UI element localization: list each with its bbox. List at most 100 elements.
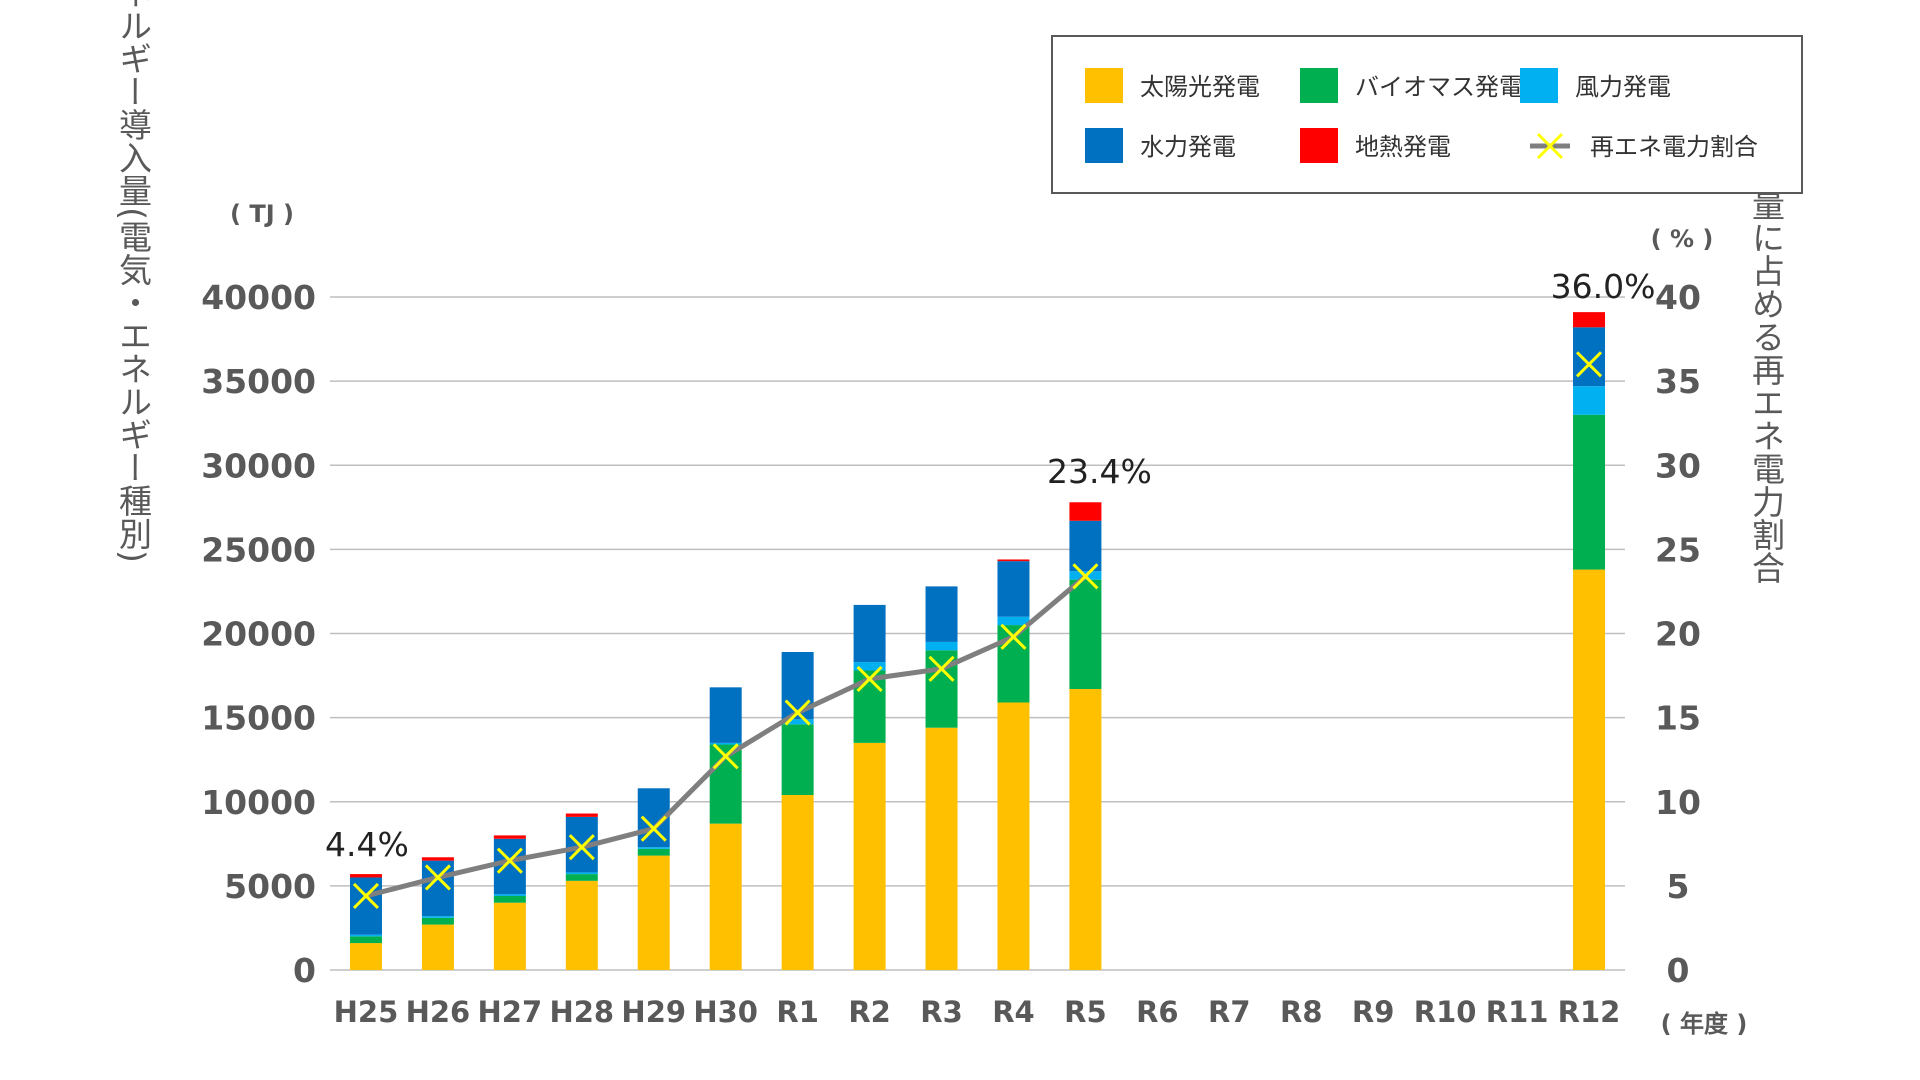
x-tick-label: R10 — [1414, 995, 1477, 1029]
x-tick-label: R1 — [776, 995, 819, 1029]
bar-segment — [421, 924, 454, 970]
legend-swatch — [1085, 128, 1123, 163]
left-tick-label: 20000 — [201, 615, 316, 654]
bar-segment — [349, 943, 382, 970]
bar-segment — [925, 641, 958, 651]
bar-segment — [421, 917, 454, 925]
bar-segment — [1573, 569, 1606, 970]
ratio-marker — [1000, 623, 1027, 650]
left-axis-unit: ( TJ ) — [230, 200, 294, 228]
x-tick-label: R12 — [1558, 995, 1621, 1029]
bar-segment — [853, 662, 886, 671]
bar-segment — [493, 895, 526, 903]
right-axis-ticks: 0 5 10 15 20 25 30 35 40 — [1655, 278, 1701, 990]
x-tick-label: H25 — [334, 995, 399, 1029]
left-tick-label: 5000 — [224, 867, 316, 906]
ratio-marker — [640, 815, 667, 842]
bar-segment — [1069, 502, 1102, 521]
x-tick-label: H29 — [621, 995, 686, 1029]
bar-segment — [1573, 312, 1606, 328]
x-tick-label: R7 — [1208, 995, 1251, 1029]
x-tick-label: R6 — [1136, 995, 1179, 1029]
ratio-marker — [712, 743, 739, 770]
legend-label: 水力発電 — [1140, 133, 1236, 161]
bar-segment — [709, 742, 742, 745]
bar-segment — [997, 561, 1030, 617]
left-axis-label: 再生可能エネルギー導入量(電気・エネルギー種別) — [114, 0, 153, 563]
legend-label: バイオマス発電 — [1355, 73, 1523, 101]
legend-swatch — [1300, 68, 1338, 103]
bar-segment — [565, 813, 598, 817]
bar-segment — [1069, 689, 1102, 970]
ratio-data-label: 4.4% — [325, 825, 409, 864]
right-tick-label: 5 — [1667, 867, 1690, 906]
legend-swatch — [1300, 128, 1338, 163]
bar-segment — [781, 795, 814, 970]
x-axis-ticks: H25 H26 H27 H28 H29 H30 R1 R2 R3 R4 R5 R6 R7 R8 R9 R10 R… — [334, 995, 1621, 1029]
bar-segment — [493, 835, 526, 839]
ratio-marker — [1072, 563, 1099, 590]
ratio-marker — [424, 864, 451, 891]
bar-segment — [421, 857, 454, 861]
ratio-marker — [496, 847, 523, 874]
bar-segment — [781, 724, 814, 796]
bar-segment — [853, 742, 886, 970]
bar-segment — [925, 586, 958, 642]
x-tick-label: H30 — [693, 995, 758, 1029]
right-tick-label: 15 — [1655, 699, 1701, 738]
ratio-marker — [856, 665, 883, 692]
legend-swatch — [1520, 68, 1558, 103]
bar-segment — [637, 847, 670, 849]
gridlines — [330, 296, 1625, 971]
bar-segment — [709, 687, 742, 743]
bar-segment — [493, 894, 526, 896]
legend-label: 地熱発電 — [1355, 133, 1451, 161]
bar-segment — [637, 848, 670, 856]
x-tick-label: H28 — [549, 995, 614, 1029]
bar-segment — [493, 838, 526, 895]
ratio-data-label: 23.4% — [1047, 452, 1152, 491]
bar-segment — [997, 559, 1030, 562]
left-tick-label: 35000 — [201, 362, 316, 401]
bar-segment — [1573, 327, 1606, 387]
bar-segment — [1573, 386, 1606, 415]
left-tick-label: 40000 — [201, 278, 316, 317]
left-tick-label: 30000 — [201, 446, 316, 485]
x-tick-label: R3 — [920, 995, 963, 1029]
legend-swatch — [1085, 68, 1123, 103]
left-tick-label: 10000 — [201, 783, 316, 822]
legend-marker-swatch — [1536, 132, 1564, 160]
bar-segment — [1069, 520, 1102, 572]
x-tick-label: R8 — [1280, 995, 1323, 1029]
legend-label: 太陽光発電 — [1140, 73, 1260, 101]
x-tick-label: R5 — [1064, 995, 1107, 1029]
stacked-bars — [349, 312, 1606, 970]
x-tick-label: R9 — [1352, 995, 1395, 1029]
bar-segment — [997, 702, 1030, 970]
ratio-marker — [352, 882, 380, 910]
bar-segment — [349, 934, 382, 937]
right-tick-label: 10 — [1655, 783, 1701, 822]
x-axis-unit: ( 年度 ) — [1661, 1010, 1748, 1038]
bar-segment — [493, 902, 526, 970]
left-axis-ticks: 0 5000 10000 15000 20000 25000 30000 35000 40000 — [201, 278, 316, 990]
bar-segment — [565, 874, 598, 881]
right-tick-label: 0 — [1667, 951, 1690, 990]
left-tick-label: 0 — [293, 951, 316, 990]
ratio-markers — [352, 351, 1603, 910]
legend-label: 風力発電 — [1575, 73, 1671, 101]
ratio-marker — [784, 699, 811, 726]
right-tick-label: 30 — [1655, 446, 1701, 485]
ratio-data-label: 36.0% — [1551, 267, 1656, 306]
ratio-marker — [928, 655, 955, 682]
bar-segment — [349, 936, 382, 944]
x-tick-label: H27 — [478, 995, 543, 1029]
x-tick-label: R2 — [848, 995, 891, 1029]
right-axis-unit: ( % ) — [1651, 225, 1714, 253]
right-tick-label: 20 — [1655, 615, 1701, 654]
x-tick-label: R4 — [992, 995, 1035, 1029]
bar-segment — [1573, 414, 1606, 570]
legend-frame — [1051, 35, 1803, 194]
bar-segment — [565, 872, 598, 875]
